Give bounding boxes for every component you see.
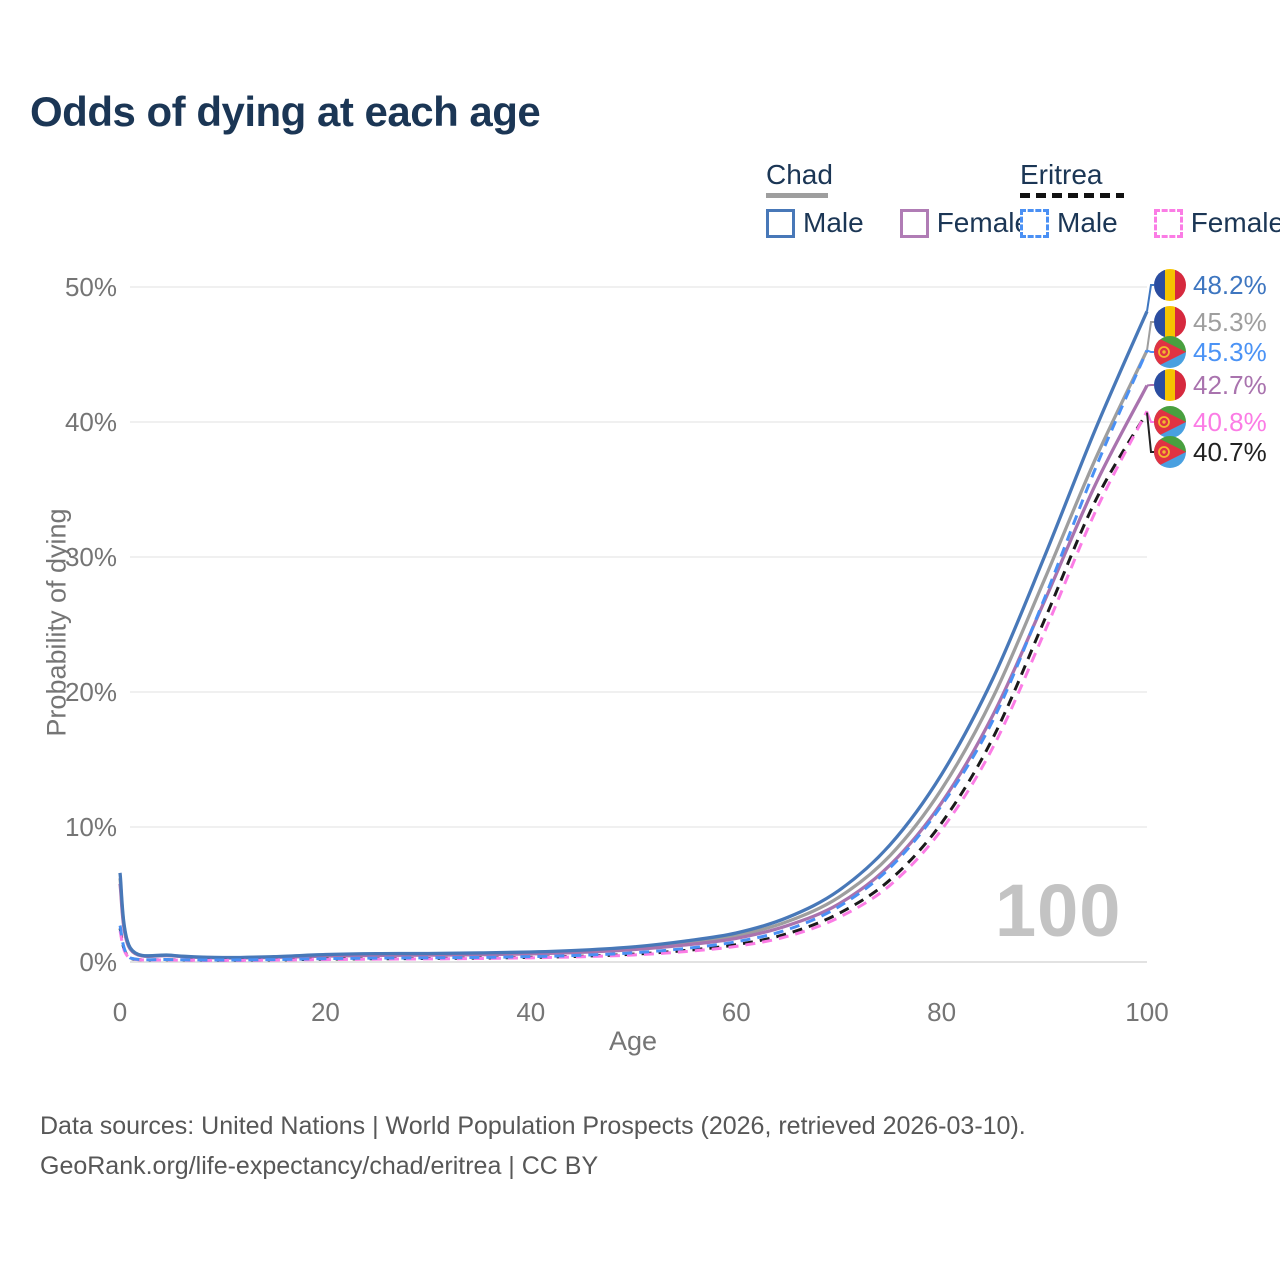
legend-item-chad-male[interactable]: Male <box>766 207 864 239</box>
chad-flag-icon <box>1154 369 1186 401</box>
legend-item-label[interactable]: Female <box>1190 207 1280 238</box>
y-axis-title: Probability of dying <box>41 508 72 737</box>
leader-line <box>1146 410 1154 423</box>
legend-items: Male Female <box>766 207 1030 239</box>
leader-line <box>1146 384 1154 387</box>
end-label-value: 40.7% <box>1193 437 1267 467</box>
legend-swatch-solid[interactable] <box>899 208 929 238</box>
page-title: Odds of dying at each age <box>30 88 541 135</box>
y-tick-label: 10% <box>65 812 117 842</box>
x-tick-label: 80 <box>927 997 956 1027</box>
series-line-chad-male[interactable] <box>118 310 1149 960</box>
eritrea-flag-icon <box>1154 406 1186 438</box>
x-tick-label: 60 <box>722 997 751 1027</box>
x-tick-label: 40 <box>516 997 545 1027</box>
end-label-eritrea-45.3%: 45.3% <box>1154 336 1267 368</box>
series-line-eritrea-female[interactable] <box>118 410 1149 962</box>
end-label-value: 40.8% <box>1193 407 1267 437</box>
footer-attribution-line: GeoRank.org/life-expectancy/chad/eritrea… <box>40 1152 599 1180</box>
x-tick-label: 0 <box>113 997 127 1027</box>
footer-sources-line: Data sources: United Nations | World Pop… <box>40 1112 1026 1140</box>
legend-header-chad: Chad <box>766 159 833 190</box>
eritrea-flag-icon <box>1154 336 1186 368</box>
end-label-chad-45.3%: 45.3% <box>1154 306 1267 338</box>
end-label-value: 48.2% <box>1193 270 1267 300</box>
legend-swatch-dashed[interactable] <box>1020 208 1049 238</box>
legend-item-chad-female[interactable]: Female <box>899 207 1031 239</box>
legend-underline-solid <box>766 193 828 198</box>
legend-header-eritrea: Eritrea <box>1020 159 1103 190</box>
end-label-value: 45.3% <box>1193 337 1267 367</box>
chad-flag-icon <box>1154 306 1186 338</box>
legend-item-eritrea-male[interactable]: Male <box>1020 207 1118 239</box>
series-line-eritrea-both[interactable] <box>118 411 1149 962</box>
series-line-chad-both[interactable] <box>118 349 1149 960</box>
y-tick-label: 30% <box>65 542 117 572</box>
leader-line <box>1146 321 1154 351</box>
series-line-eritrea-male[interactable] <box>118 349 1149 962</box>
chad-flag-icon <box>1154 269 1186 301</box>
legend-group-chad: Chad Male Female <box>766 160 1030 239</box>
leader-line <box>1146 284 1154 312</box>
y-tick-label: 50% <box>65 272 117 302</box>
y-tick-label: 20% <box>65 677 117 707</box>
y-tick-label: 40% <box>65 407 117 437</box>
legend-item-eritrea-female[interactable]: Female <box>1153 207 1280 239</box>
legend-item-label[interactable]: Female <box>936 207 1031 238</box>
legend: Chad Male Female Eritrea Male Female <box>0 160 1280 250</box>
legend-swatch-solid[interactable] <box>766 208 795 238</box>
x-tick-label: 20 <box>311 997 340 1027</box>
eritrea-flag-icon <box>1154 436 1186 468</box>
end-label-value: 45.3% <box>1193 307 1267 337</box>
legend-item-label[interactable]: Male <box>803 207 864 238</box>
x-axis-title: Age <box>608 1026 658 1056</box>
hover-age-watermark: 100 <box>995 869 1122 952</box>
legend-underline-dashed <box>1020 193 1124 198</box>
end-label-chad-42.7%: 42.7% <box>1154 369 1267 401</box>
y-tick-label: 0% <box>79 947 117 977</box>
legend-swatch-dashed[interactable] <box>1153 208 1183 238</box>
end-label-chad-48.2%: 48.2% <box>1154 269 1267 301</box>
leader-line <box>1146 412 1154 453</box>
legend-item-label[interactable]: Male <box>1057 207 1118 238</box>
legend-items: Male Female <box>1020 207 1280 239</box>
footer: Data sources: United Nations | World Pop… <box>40 1106 1026 1186</box>
end-label-value: 42.7% <box>1193 370 1267 400</box>
x-tick-label: 100 <box>1125 997 1168 1027</box>
end-label-eritrea-40.7%: 40.7% <box>1154 436 1267 468</box>
legend-group-eritrea: Eritrea Male Female <box>1020 160 1280 239</box>
leader-line <box>1146 349 1154 353</box>
end-label-eritrea-40.8%: 40.8% <box>1154 406 1267 438</box>
series-line-chad-female[interactable] <box>118 384 1149 960</box>
